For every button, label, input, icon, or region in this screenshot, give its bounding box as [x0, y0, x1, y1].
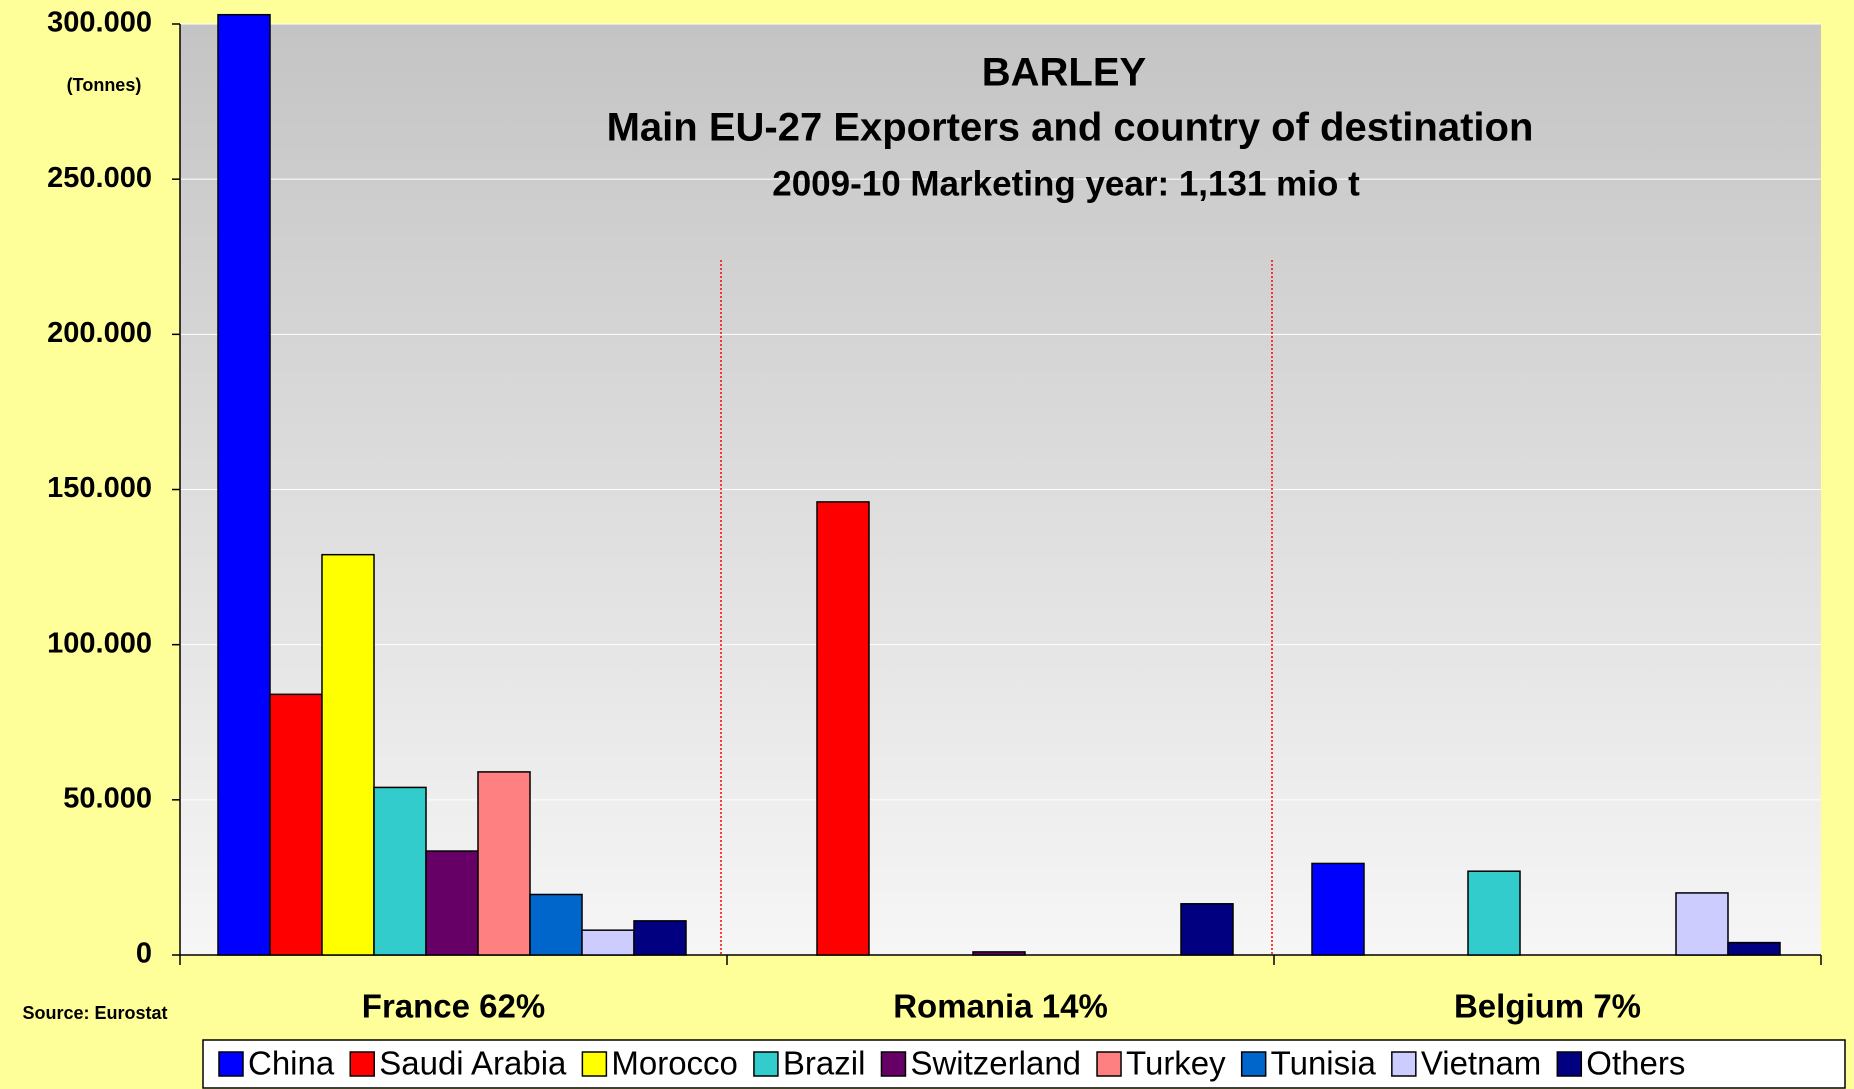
legend-label: Others — [1586, 1045, 1685, 1082]
legend-swatch — [1556, 1051, 1583, 1077]
bar — [529, 893, 583, 956]
bar — [1311, 862, 1365, 956]
legend-swatch — [1096, 1051, 1122, 1077]
legend-swatch — [1391, 1051, 1417, 1077]
legend-label: China — [248, 1045, 335, 1082]
bar — [373, 786, 427, 956]
y-tick-label: 100.000 — [47, 627, 152, 659]
y-tick-label: 200.000 — [47, 317, 152, 349]
bar — [1675, 892, 1729, 956]
chart-subtitle: Main EU-27 Exporters and country of dest… — [607, 106, 1534, 150]
legend-swatch — [753, 1051, 779, 1077]
bar — [269, 693, 323, 956]
axis-label: (Tonnes) — [67, 75, 142, 95]
y-tick-label: 250.000 — [47, 162, 152, 194]
bar — [633, 920, 687, 956]
bar — [972, 951, 1026, 956]
bar — [1180, 903, 1234, 956]
bar — [816, 501, 870, 956]
y-tick-label: 0 — [136, 938, 152, 970]
legend-swatch — [581, 1051, 608, 1077]
bar — [321, 553, 375, 956]
x-tick-label: France 62% — [362, 988, 545, 1025]
legend-label: Switzerland — [910, 1045, 1081, 1082]
legend-swatch — [218, 1051, 244, 1077]
legend-label: Morocco — [611, 1045, 738, 1082]
legend-swatch — [880, 1051, 907, 1077]
x-tick-label: Belgium 7% — [1454, 988, 1641, 1025]
legend-swatch — [349, 1051, 375, 1077]
bar — [477, 771, 531, 956]
chart-subtitle: 2009-10 Marketing year: 1,131 mio t — [772, 164, 1360, 203]
bar — [1467, 870, 1521, 956]
bar — [217, 13, 271, 956]
legend-label: Turkey — [1126, 1045, 1226, 1082]
y-tick-label: 300.000 — [47, 7, 152, 39]
legend-label: Saudi Arabia — [379, 1045, 567, 1082]
legend-label: Tunisia — [1271, 1045, 1377, 1082]
y-tick-label: 150.000 — [47, 472, 152, 504]
x-tick-label: Romania 14% — [893, 988, 1108, 1025]
legend-label: Vietnam — [1421, 1045, 1541, 1082]
bar — [581, 929, 635, 956]
y-tick-label: 50.000 — [63, 782, 152, 814]
bar — [1727, 941, 1781, 956]
source: Source: Eurostat — [22, 1003, 167, 1023]
chart-title: BARLEY — [982, 51, 1147, 95]
bar — [425, 850, 479, 956]
legend-swatch — [1240, 1051, 1267, 1077]
legend-label: Brazil — [783, 1045, 866, 1082]
